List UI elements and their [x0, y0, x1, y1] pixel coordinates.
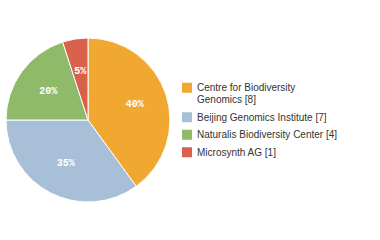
legend-swatch — [182, 147, 192, 157]
legend-item: Microsynth AG [1] — [182, 147, 276, 158]
legend-label-line: Centre for Biodiversity — [197, 82, 295, 93]
pie-slice — [6, 120, 136, 202]
data-label: 5% — [74, 66, 86, 77]
pie-slice — [63, 38, 88, 120]
legend-item: Beijing Genomics Institute [7] — [182, 112, 327, 123]
legend-label-line: Microsynth AG [1] — [197, 147, 276, 158]
legend-item: Naturalis Biodiversity Center [4] — [182, 129, 337, 140]
data-label: 20% — [39, 86, 57, 97]
legend-label: Centre for BiodiversityGenomics [8] — [197, 82, 295, 105]
legend-label: Beijing Genomics Institute [7] — [197, 112, 327, 123]
data-label: 40% — [126, 99, 144, 110]
legend-item: Centre for BiodiversityGenomics [8] — [182, 82, 295, 105]
legend: Centre for BiodiversityGenomics [8] Beiji… — [182, 82, 337, 158]
legend-label: Naturalis Biodiversity Center [4] — [197, 129, 337, 140]
data-labels: 40% 35% 20% 5% — [39, 66, 144, 169]
chart: 40% 35% 20% 5% Centre for BiodiversityGenomi… — [0, 0, 380, 240]
legend-label-line: Naturalis Biodiversity Center [4] — [197, 129, 337, 140]
legend-swatch — [182, 112, 192, 122]
legend-label-line: Beijing Genomics Institute [7] — [197, 112, 327, 123]
pie — [6, 38, 170, 202]
legend-label: Microsynth AG [1] — [197, 147, 276, 158]
data-label: 35% — [57, 158, 75, 169]
legend-swatch — [182, 83, 192, 93]
legend-swatch — [182, 130, 192, 140]
legend-label-line: Genomics [8] — [197, 94, 256, 105]
